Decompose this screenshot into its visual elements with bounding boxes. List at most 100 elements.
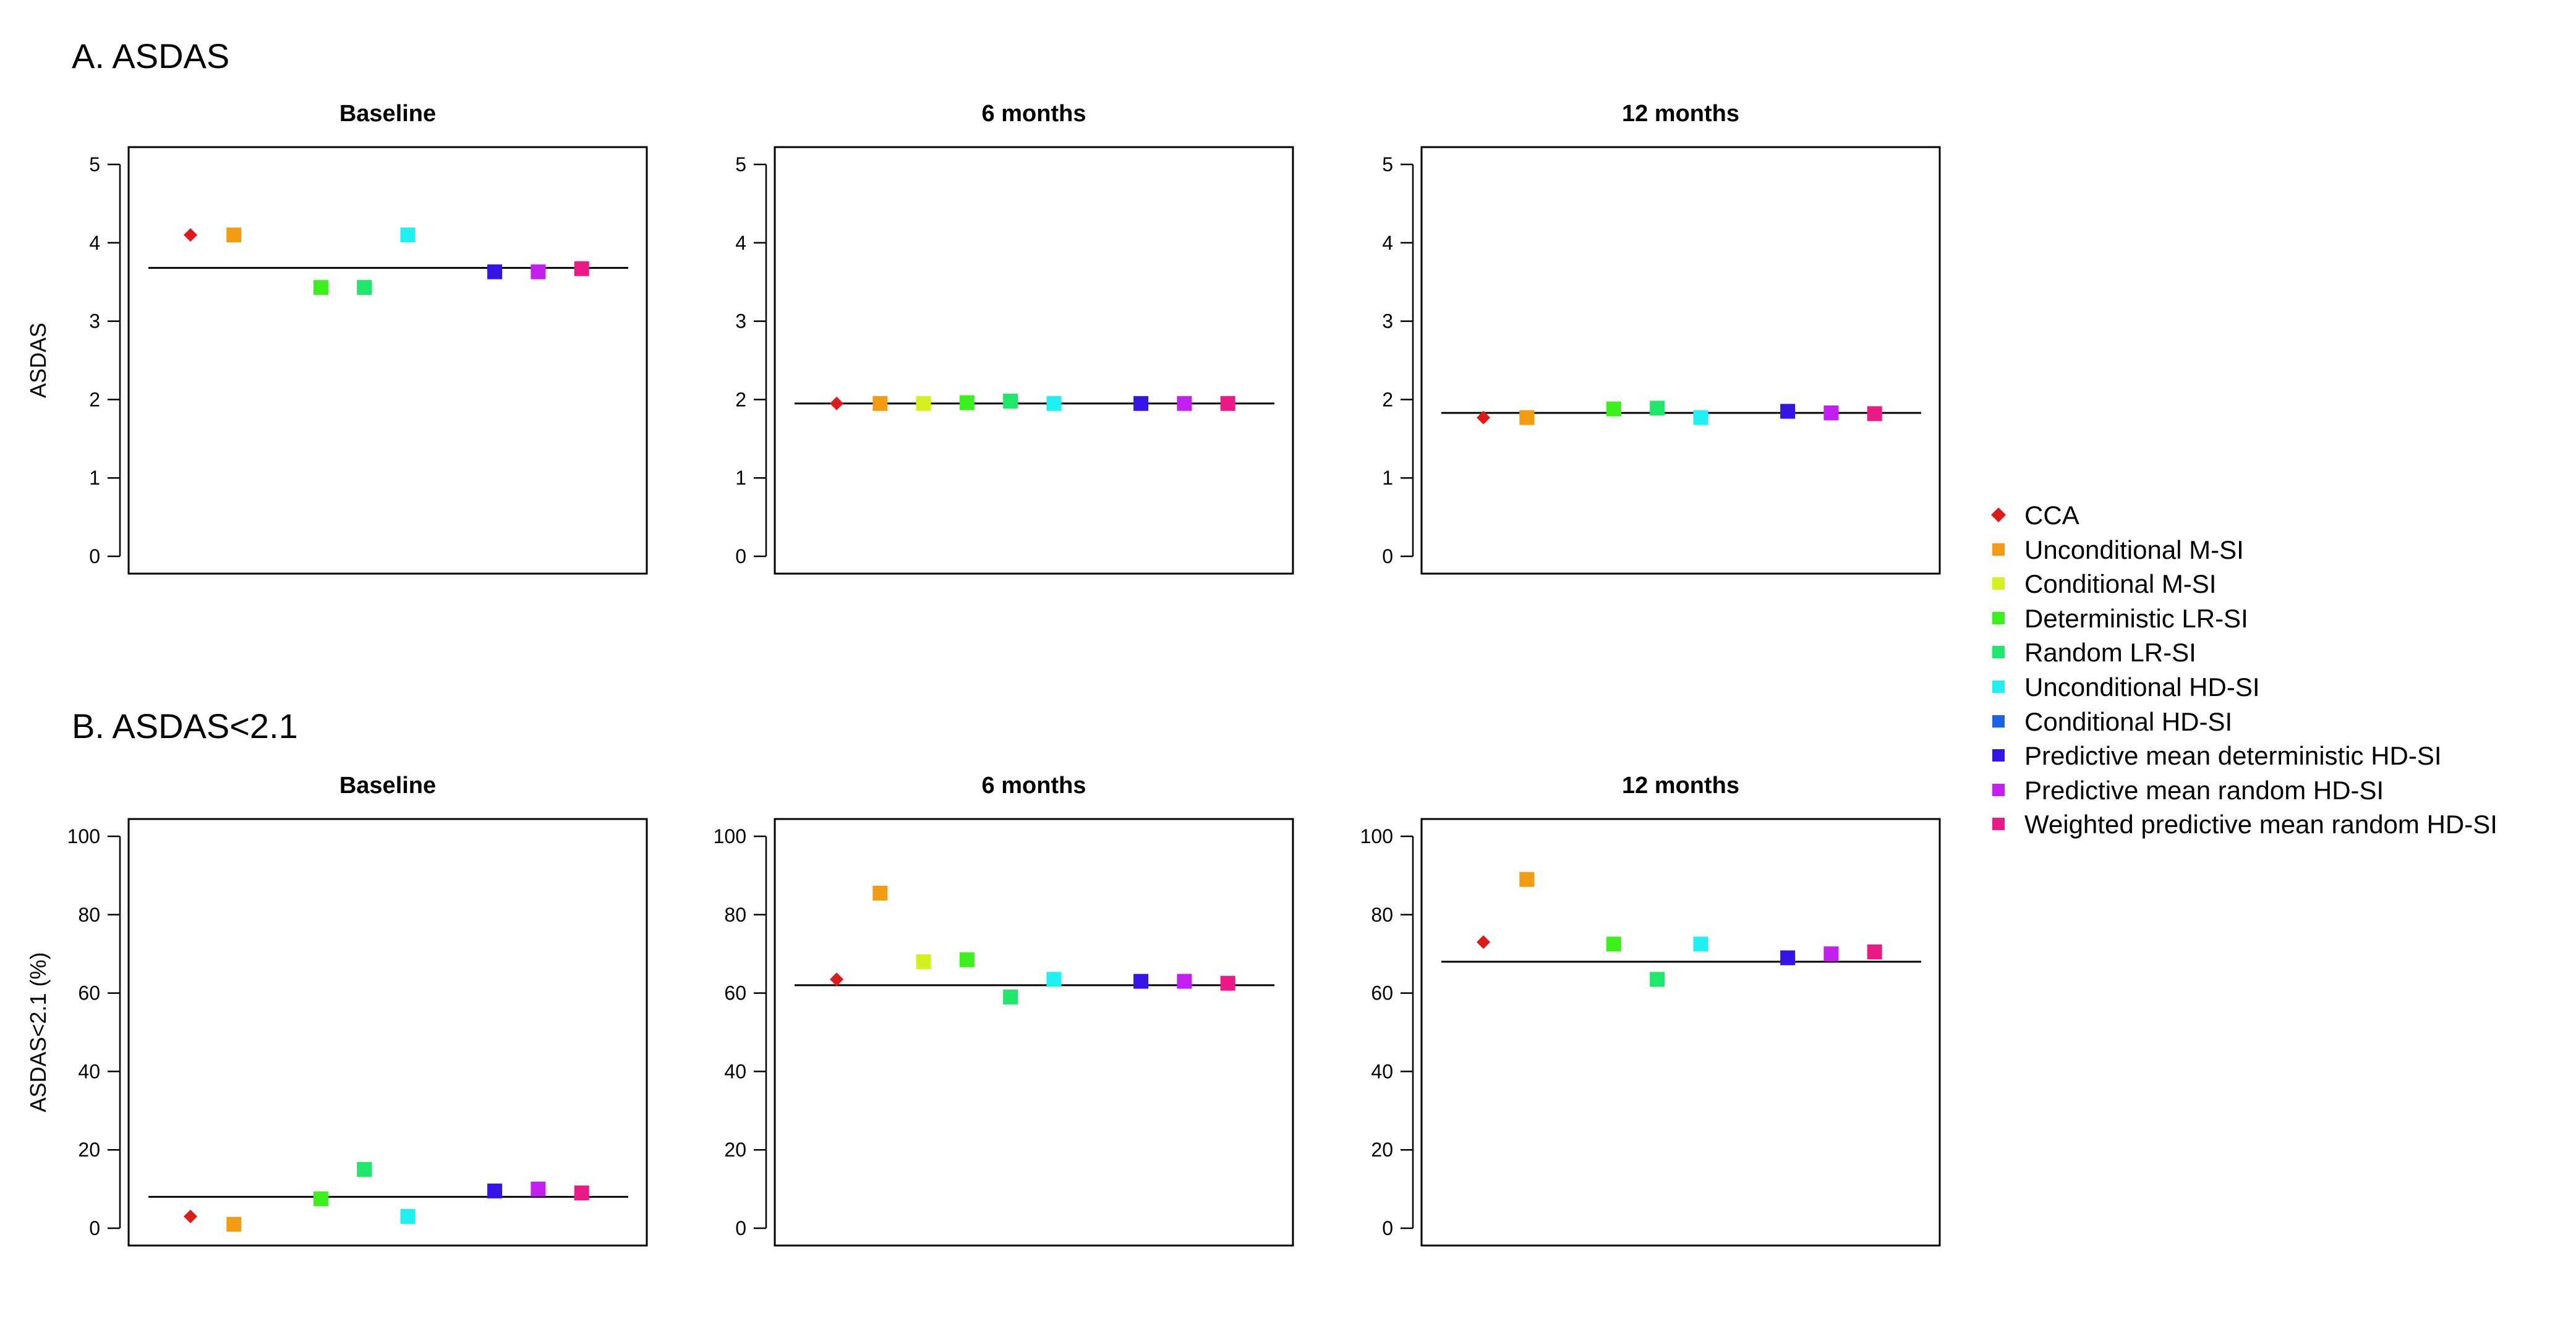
y-tick-label: 4 xyxy=(89,232,100,254)
chart-panel-6: 12 months 0 20 40 60 80 100 xyxy=(1360,773,1941,1247)
y-tick-label: 3 xyxy=(735,310,746,333)
y-tick-label: 0 xyxy=(1382,545,1393,567)
point-conditional-m-si xyxy=(916,954,931,969)
legend-label: Predictive mean deterministic HD-SI xyxy=(2024,741,2442,771)
y-tick-label: 5 xyxy=(1382,153,1393,176)
point-cca xyxy=(830,396,843,410)
point-predictive-mean-deterministic-hd-si xyxy=(1133,396,1149,411)
y-tick-label: 3 xyxy=(89,310,100,333)
point-weighted-predictive-mean-random-hd-si xyxy=(574,261,589,276)
point-cca xyxy=(1477,935,1490,949)
point-random-lr-si xyxy=(1003,989,1018,1004)
y-tick-label: 60 xyxy=(724,982,746,1004)
legend-marker-icon xyxy=(1992,680,2005,693)
legend-item: Conditional HD-SI xyxy=(1990,705,2497,739)
point-predictive-mean-random-hd-si xyxy=(531,264,546,279)
point-unconditional-hd-si xyxy=(1693,410,1708,425)
plot-frame xyxy=(774,146,1294,575)
plot-frame xyxy=(127,818,648,1247)
point-deterministic-lr-si xyxy=(1606,401,1621,417)
legend-marker-icon xyxy=(1992,783,2005,796)
point-predictive-mean-deterministic-hd-si xyxy=(1133,974,1149,989)
y-tick-label: 100 xyxy=(714,825,746,847)
legend-label: Deterministic LR-SI xyxy=(2024,603,2248,633)
point-deterministic-lr-si xyxy=(313,1191,328,1207)
legend-marker-icon xyxy=(1992,715,2005,728)
legend-label: Conditional HD-SI xyxy=(2024,707,2233,736)
point-random-lr-si xyxy=(1003,393,1018,409)
legend-item: Weighted predictive mean random HD-SI xyxy=(1990,807,2497,842)
legend-item: Unconditional HD-SI xyxy=(1990,670,2497,705)
y-tick-label: 80 xyxy=(78,904,100,926)
point-predictive-mean-random-hd-si xyxy=(531,1181,546,1197)
legend-marker-icon xyxy=(1992,749,2005,762)
point-weighted-predictive-mean-random-hd-si xyxy=(574,1185,589,1200)
point-unconditional-m-si xyxy=(1519,872,1535,887)
y-tick-label: 5 xyxy=(735,153,746,176)
point-unconditional-m-si xyxy=(1519,410,1535,425)
point-unconditional-m-si xyxy=(226,1216,242,1232)
panel-title: 6 months xyxy=(982,101,1086,127)
point-cca xyxy=(830,972,843,987)
legend-item: Deterministic LR-SI xyxy=(1990,601,2497,636)
legend-marker-icon xyxy=(1990,507,2007,523)
point-random-lr-si xyxy=(1650,401,1665,416)
y-tick-label: 100 xyxy=(67,825,100,847)
y-tick-label: 5 xyxy=(89,153,100,176)
chart-panel-5: 6 months 0 20 40 60 80 100 xyxy=(714,773,1294,1247)
legend: CCA Unconditional M-SI Conditional M-SI Det… xyxy=(1990,498,2497,842)
point-predictive-mean-random-hd-si xyxy=(1177,974,1192,989)
plot-frame xyxy=(1420,818,1941,1247)
point-predictive-mean-deterministic-hd-si xyxy=(487,264,503,279)
point-deterministic-lr-si xyxy=(959,395,975,410)
y-tick-label: 0 xyxy=(735,1217,746,1239)
legend-item: Predictive mean random HD-SI xyxy=(1990,773,2497,808)
point-predictive-mean-random-hd-si xyxy=(1177,396,1192,411)
y-tick-label: 4 xyxy=(735,232,746,254)
plot-frame xyxy=(774,818,1294,1247)
y-tick-label: 100 xyxy=(1360,825,1393,847)
y-tick-label: 80 xyxy=(1371,904,1393,926)
point-unconditional-m-si xyxy=(872,396,888,411)
chart-panel-3: 12 months 0 1 2 3 4 5 xyxy=(1382,101,1941,575)
legend-item: Unconditional M-SI xyxy=(1990,533,2497,567)
point-random-lr-si xyxy=(357,280,372,295)
legend-marker-icon xyxy=(1992,646,2005,659)
legend-label: Conditional M-SI xyxy=(2024,569,2217,599)
point-weighted-predictive-mean-random-hd-si xyxy=(1867,406,1882,422)
legend-label: Unconditional HD-SI xyxy=(2024,672,2260,702)
legend-label: Predictive mean random HD-SI xyxy=(2024,775,2384,805)
legend-marker-icon xyxy=(1992,577,2005,590)
chart-panel-4: Baseline 0 20 40 60 80 100 ASDAS<2.1 (%) xyxy=(25,773,648,1247)
point-cca xyxy=(184,228,197,242)
legend-item: Predictive mean deterministic HD-SI xyxy=(1990,739,2497,773)
legend-marker-icon xyxy=(1992,611,2005,624)
plot-frame xyxy=(127,146,648,575)
panel-title: 12 months xyxy=(1622,773,1739,799)
y-tick-label: 80 xyxy=(724,904,746,926)
panel-title: Baseline xyxy=(339,773,436,799)
legend-label: Unconditional M-SI xyxy=(2024,535,2244,564)
panel-title: Baseline xyxy=(339,101,436,127)
y-tick-label: 20 xyxy=(78,1139,100,1161)
chart-panel-2: 6 months 0 1 2 3 4 5 xyxy=(735,101,1294,575)
legend-marker-icon xyxy=(1992,543,2005,556)
point-deterministic-lr-si xyxy=(959,952,975,967)
y-tick-label: 1 xyxy=(735,467,746,489)
y-tick-label: 2 xyxy=(735,388,746,410)
point-predictive-mean-deterministic-hd-si xyxy=(1780,950,1796,966)
point-predictive-mean-random-hd-si xyxy=(1823,405,1839,420)
legend-label: Random LR-SI xyxy=(2024,638,2196,668)
y-tick-label: 0 xyxy=(1382,1217,1393,1239)
point-random-lr-si xyxy=(1650,972,1665,987)
y-tick-label: 40 xyxy=(724,1060,746,1082)
y-axis-label: ASDAS xyxy=(25,323,51,398)
chart-panel-1: Baseline 0 1 2 3 4 5 ASDAS xyxy=(25,101,648,575)
legend-item: CCA xyxy=(1990,498,2497,533)
point-predictive-mean-deterministic-hd-si xyxy=(1780,404,1796,419)
point-unconditional-hd-si xyxy=(1046,396,1062,411)
point-unconditional-hd-si xyxy=(1046,972,1062,987)
y-tick-label: 20 xyxy=(1371,1139,1393,1161)
